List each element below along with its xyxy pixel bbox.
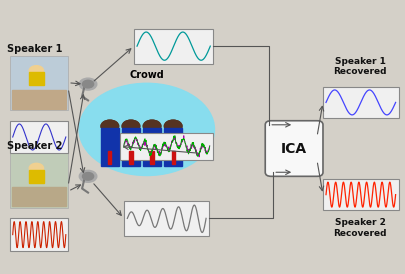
Bar [171,150,174,164]
Text: Speaker 1
Recovered: Speaker 1 Recovered [333,57,386,76]
FancyBboxPatch shape [124,201,209,236]
FancyBboxPatch shape [322,179,398,210]
Bar [164,128,181,166]
Circle shape [79,78,96,90]
FancyBboxPatch shape [264,121,322,176]
Circle shape [164,120,181,132]
Bar [129,150,132,164]
Text: Speaker 1: Speaker 1 [7,44,63,54]
Text: Crowd: Crowd [129,70,164,80]
FancyBboxPatch shape [11,218,68,251]
Bar [29,72,43,85]
Circle shape [79,83,214,176]
Circle shape [143,120,160,132]
Bar [143,128,160,166]
Bar [13,187,66,206]
FancyBboxPatch shape [119,133,213,160]
FancyBboxPatch shape [11,56,68,110]
FancyBboxPatch shape [11,121,68,153]
Circle shape [82,173,94,180]
Circle shape [139,118,164,135]
FancyBboxPatch shape [11,153,68,207]
Circle shape [79,170,96,182]
Bar [101,128,118,166]
Circle shape [164,120,181,132]
Circle shape [118,118,143,135]
Circle shape [122,120,139,132]
Bar [122,128,139,166]
Circle shape [82,80,94,88]
Text: Speaker 2
Recovered: Speaker 2 Recovered [333,218,386,238]
Circle shape [160,118,185,135]
Circle shape [29,163,43,173]
Bar [108,150,111,164]
Bar [150,150,153,164]
Circle shape [101,120,118,132]
FancyBboxPatch shape [134,28,213,64]
FancyBboxPatch shape [322,87,398,118]
Bar [13,90,66,109]
Text: ICA: ICA [280,142,307,156]
Circle shape [97,118,122,135]
Bar [29,170,43,183]
Circle shape [101,120,118,132]
Circle shape [29,66,43,75]
Text: Speaker 2: Speaker 2 [7,141,63,152]
Circle shape [143,120,160,132]
Circle shape [122,120,139,132]
